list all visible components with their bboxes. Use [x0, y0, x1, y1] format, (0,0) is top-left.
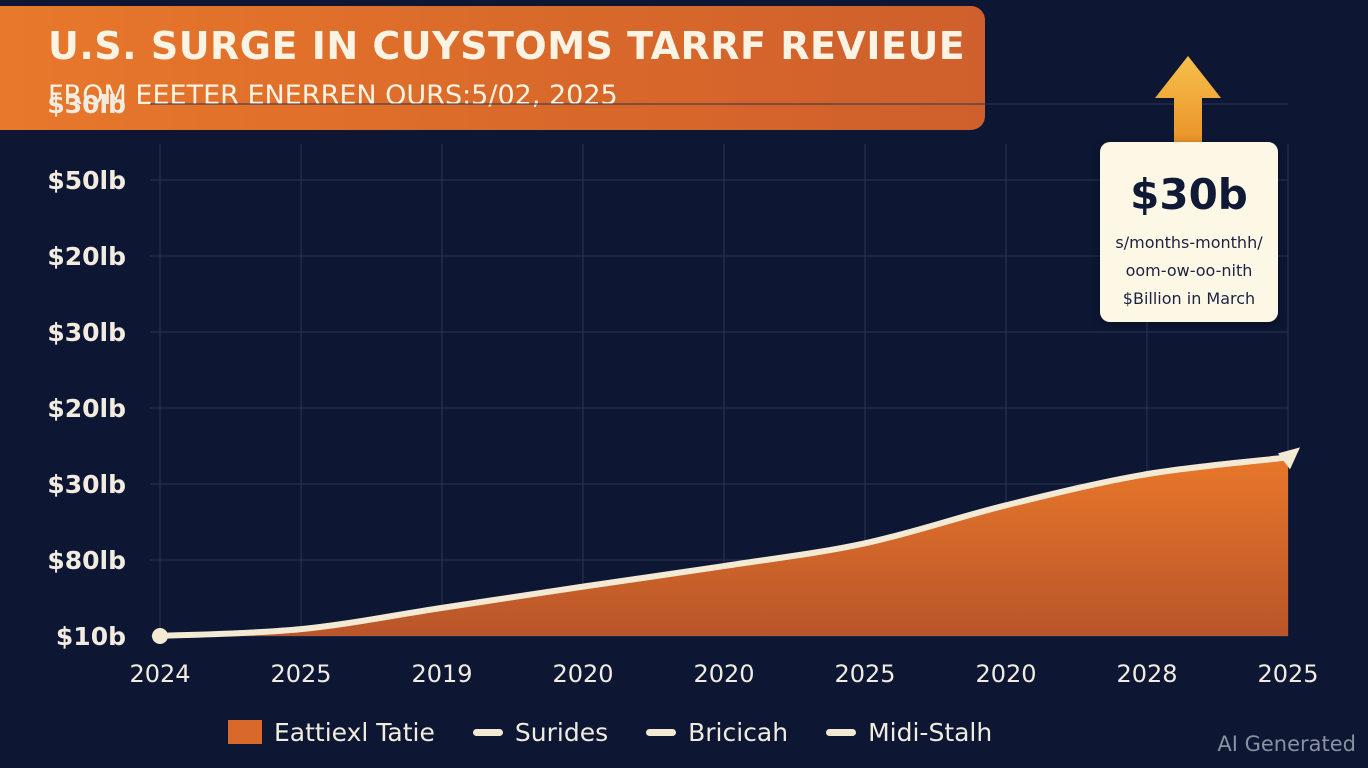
legend-swatch-area	[228, 720, 262, 744]
y-tick-label: $50lb	[47, 166, 126, 195]
watermark: AI Generated	[1217, 732, 1356, 756]
callout-box: $30b s/months-monthh/ oom-ow-oo-nith $Bi…	[1100, 142, 1278, 322]
callout-value: $30b	[1130, 170, 1248, 219]
legend-label: Eattiexl Tatie	[274, 717, 435, 747]
x-tick-label: 2020	[693, 660, 754, 688]
legend-swatch-line	[472, 728, 503, 736]
x-tick-label: 2025	[834, 660, 895, 688]
legend-item: Midi-Stalh	[826, 718, 992, 747]
series-area	[160, 457, 1288, 636]
y-tick-label: $80lb	[47, 546, 126, 575]
end-arrowhead	[1278, 447, 1300, 470]
x-tick-label: 2028	[1116, 660, 1177, 688]
legend-swatch-line	[826, 728, 857, 736]
chart-title: U.S. SURGE IN CUYSTOMS TARRF REVIEUE	[48, 24, 966, 68]
x-tick-label: 2025	[1257, 660, 1318, 688]
title-banner	[0, 6, 985, 130]
x-tick-label: 2025	[270, 660, 331, 688]
legend-swatch-line	[646, 728, 677, 736]
callout-line-2: oom-ow-oo-nith	[1125, 261, 1253, 280]
x-axis: 2024 2025 2019 2020 2020 2025 2020 2028 2025	[129, 660, 1318, 688]
chart-subtitle: FROM EEETER ENERREN OURS:5/02, 2025	[48, 80, 618, 111]
y-tick-label: $10b	[56, 622, 126, 651]
legend-item: Bricicah	[646, 718, 788, 747]
legend-item: Eattiexl Tatie	[228, 718, 435, 747]
y-tick-label: $20lb	[47, 394, 126, 423]
legend-item: Surides	[472, 717, 609, 747]
y-axis: $10b $80lb $30lb $20lb $30lb $20lb $50lb $30lb	[47, 90, 126, 651]
y-tick-label: $30lb	[47, 470, 126, 499]
x-tick-label: 2020	[975, 660, 1036, 688]
callout-line-1: s/months-monthh/	[1115, 233, 1263, 252]
callout-line-3: $Billion in March	[1122, 289, 1256, 308]
start-point	[152, 628, 168, 644]
legend: Eattiexl Tatie Surides Bricicah Midi-Sta…	[228, 712, 992, 752]
legend-label: Bricicah	[688, 717, 789, 747]
x-tick-label: 2020	[552, 660, 613, 688]
x-tick-label: 2024	[129, 660, 190, 688]
legend-label: Midi-Stalh	[868, 717, 993, 747]
y-tick-label: $20lb	[47, 242, 126, 271]
legend-label: Surides	[514, 717, 609, 747]
series-line	[157, 454, 1291, 639]
y-tick-label: $30lb	[47, 90, 126, 119]
up-arrow-icon	[1155, 56, 1221, 152]
x-tick-label: 2019	[411, 660, 472, 688]
y-tick-label: $30lb	[47, 318, 126, 347]
